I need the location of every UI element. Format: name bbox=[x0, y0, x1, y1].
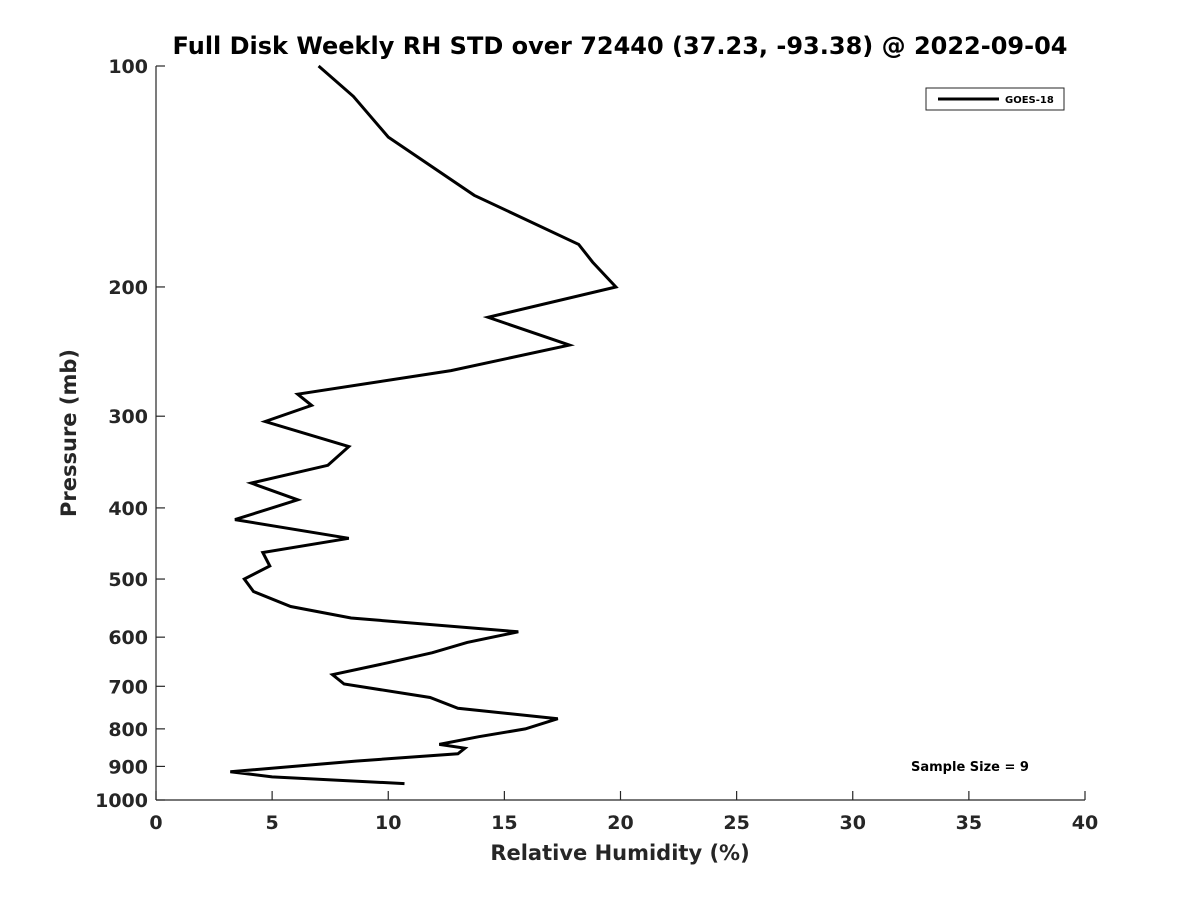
legend: GOES-18 bbox=[925, 87, 1065, 111]
x-tick-label: 25 bbox=[723, 812, 749, 834]
y-tick-label: 200 bbox=[108, 277, 148, 299]
y-tick-label: 1000 bbox=[95, 790, 148, 812]
series-line-goes-18 bbox=[230, 64, 619, 786]
x-tick-label: 30 bbox=[840, 812, 866, 834]
y-ticks: 100 200 300 400 500 600 700 800 900 1000 bbox=[95, 56, 165, 812]
axes bbox=[155, 66, 1085, 801]
y-tick-label: 500 bbox=[108, 569, 148, 591]
y-tick-label: 400 bbox=[108, 498, 148, 520]
x-tick-label: 0 bbox=[149, 812, 162, 834]
sample-size-annotation: Sample Size = 9 bbox=[911, 760, 1029, 775]
x-tick-label: 35 bbox=[956, 812, 982, 834]
x-tick-label: 5 bbox=[266, 812, 279, 834]
y-tick-label: 900 bbox=[108, 756, 148, 778]
x-tick-label: 20 bbox=[607, 812, 633, 834]
y-tick-label: 600 bbox=[108, 627, 148, 649]
y-tick-label: 300 bbox=[108, 406, 148, 428]
x-tick-label: 40 bbox=[1072, 812, 1098, 834]
y-tick-label: 800 bbox=[108, 719, 148, 741]
x-axis-label: Relative Humidity (%) bbox=[490, 841, 749, 865]
x-ticks: 0 5 10 15 20 25 30 35 40 bbox=[149, 791, 1098, 834]
series-group bbox=[230, 64, 619, 786]
x-tick-label: 15 bbox=[491, 812, 517, 834]
y-tick-label: 700 bbox=[108, 676, 148, 698]
x-tick-label: 10 bbox=[375, 812, 401, 834]
y-axis-label: Pressure (mb) bbox=[57, 349, 81, 517]
chart-title: Full Disk Weekly RH STD over 72440 (37.2… bbox=[173, 32, 1068, 60]
y-tick-label: 100 bbox=[108, 56, 148, 78]
legend-entry-goes-18: GOES-18 bbox=[1005, 95, 1054, 106]
